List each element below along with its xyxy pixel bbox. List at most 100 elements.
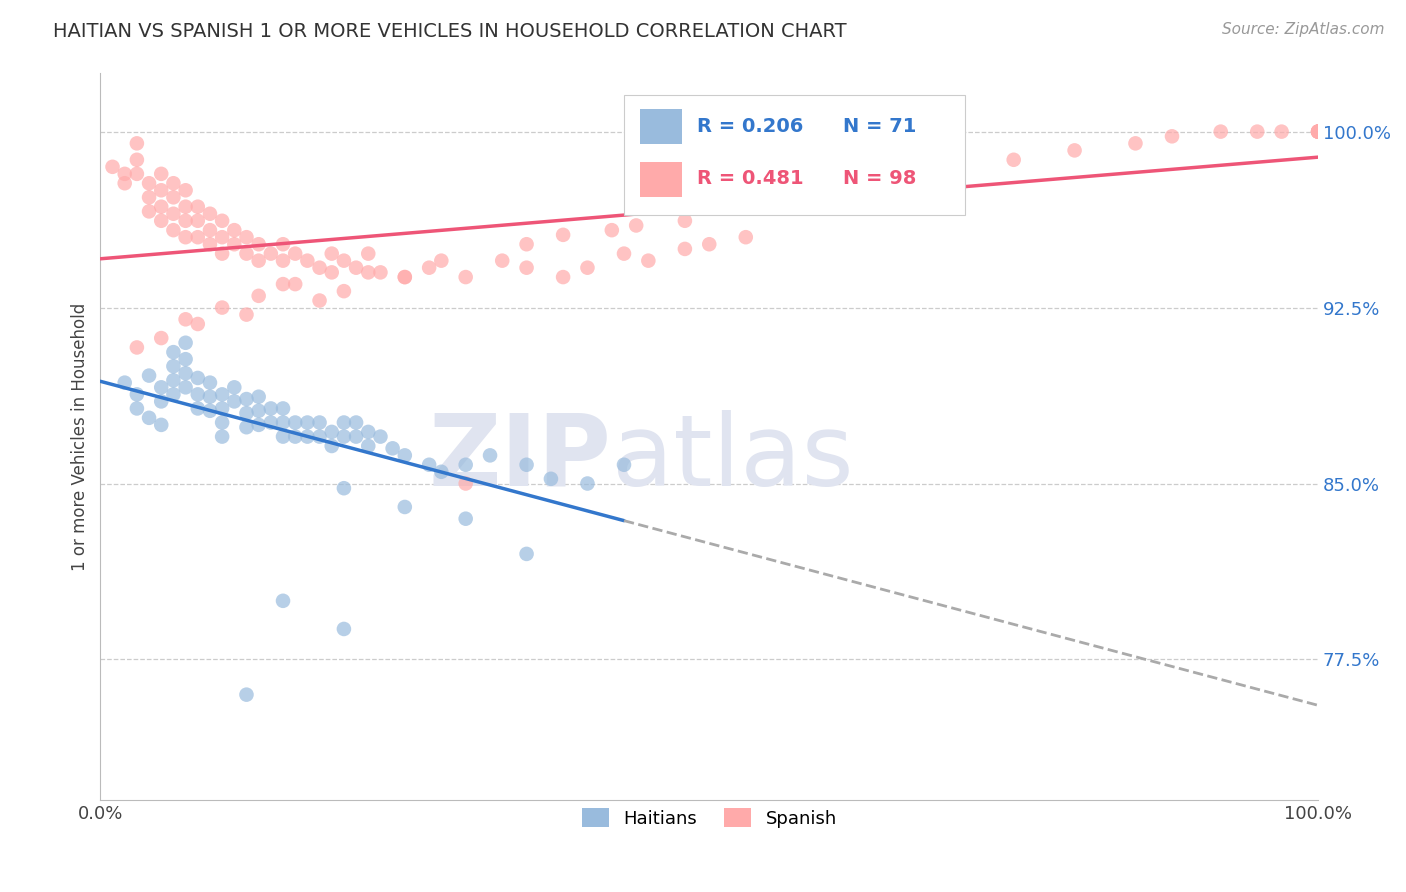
Point xyxy=(271,401,294,416)
Point xyxy=(114,167,136,181)
Point xyxy=(540,472,562,486)
Point xyxy=(138,204,160,219)
Point xyxy=(344,429,367,443)
Point xyxy=(394,449,416,463)
Point xyxy=(260,401,283,416)
Point xyxy=(370,265,392,279)
Point xyxy=(162,207,184,221)
Point xyxy=(333,253,356,268)
Point xyxy=(284,277,307,292)
Point xyxy=(247,237,270,252)
Text: R = 0.481: R = 0.481 xyxy=(697,169,804,188)
Point xyxy=(454,512,477,526)
Point xyxy=(576,476,599,491)
Point xyxy=(138,190,160,204)
Point xyxy=(198,404,221,418)
Point xyxy=(624,219,647,233)
Point xyxy=(308,416,330,430)
Text: ZIP: ZIP xyxy=(429,410,612,507)
Point xyxy=(174,366,197,380)
Point xyxy=(150,331,173,345)
Point xyxy=(211,401,233,416)
Point xyxy=(138,410,160,425)
Point xyxy=(235,688,257,702)
Point xyxy=(553,227,575,242)
Point xyxy=(247,417,270,432)
Point xyxy=(247,390,270,404)
Point xyxy=(198,376,221,390)
Point xyxy=(284,246,307,260)
Point xyxy=(150,380,173,394)
Point xyxy=(260,416,283,430)
Point xyxy=(333,622,356,636)
Point xyxy=(673,242,696,256)
Point xyxy=(211,387,233,401)
Point xyxy=(357,425,380,439)
Point xyxy=(1308,125,1330,139)
Point xyxy=(162,223,184,237)
Point xyxy=(613,246,636,260)
Point xyxy=(162,345,184,359)
Text: R = 0.206: R = 0.206 xyxy=(697,117,803,136)
Point xyxy=(125,387,148,401)
Point xyxy=(271,416,294,430)
Point xyxy=(357,265,380,279)
Point xyxy=(600,223,623,237)
Y-axis label: 1 or more Vehicles in Household: 1 or more Vehicles in Household xyxy=(72,302,89,571)
Text: Source: ZipAtlas.com: Source: ZipAtlas.com xyxy=(1222,22,1385,37)
Point xyxy=(321,425,343,439)
Point xyxy=(516,237,538,252)
Point xyxy=(321,246,343,260)
Point xyxy=(211,429,233,443)
Point xyxy=(759,200,782,214)
Point xyxy=(235,420,257,434)
Point xyxy=(1308,125,1330,139)
Point xyxy=(125,341,148,355)
Point xyxy=(1002,153,1025,167)
Point xyxy=(125,167,148,181)
Point xyxy=(198,207,221,221)
Text: HAITIAN VS SPANISH 1 OR MORE VEHICLES IN HOUSEHOLD CORRELATION CHART: HAITIAN VS SPANISH 1 OR MORE VEHICLES IN… xyxy=(53,22,846,41)
Text: atlas: atlas xyxy=(612,410,853,507)
Point xyxy=(333,416,356,430)
Point xyxy=(1308,125,1330,139)
Point xyxy=(125,153,148,167)
Point xyxy=(211,246,233,260)
Point xyxy=(138,176,160,190)
Point xyxy=(697,237,720,252)
Point xyxy=(224,223,246,237)
Point xyxy=(187,200,209,214)
Point xyxy=(150,183,173,197)
Point xyxy=(516,458,538,472)
Point xyxy=(162,359,184,374)
Point xyxy=(1125,136,1147,151)
Point xyxy=(321,439,343,453)
Point xyxy=(297,253,319,268)
Point xyxy=(357,246,380,260)
Point xyxy=(150,214,173,228)
Point xyxy=(1246,125,1268,139)
Point xyxy=(125,136,148,151)
Point xyxy=(1308,125,1330,139)
Point xyxy=(162,176,184,190)
Point xyxy=(162,373,184,387)
Point xyxy=(101,160,124,174)
Point xyxy=(381,442,404,456)
Point xyxy=(430,253,453,268)
Point xyxy=(211,301,233,315)
Point xyxy=(211,214,233,228)
Point xyxy=(308,429,330,443)
Point xyxy=(271,429,294,443)
Point xyxy=(162,387,184,401)
Point xyxy=(454,476,477,491)
Point xyxy=(174,380,197,394)
Point xyxy=(187,230,209,244)
Point xyxy=(271,237,294,252)
Point xyxy=(187,401,209,416)
Point xyxy=(174,200,197,214)
FancyBboxPatch shape xyxy=(624,95,965,215)
Text: N = 71: N = 71 xyxy=(844,117,917,136)
Legend: Haitians, Spanish: Haitians, Spanish xyxy=(575,801,844,835)
Point xyxy=(198,390,221,404)
Point xyxy=(174,230,197,244)
